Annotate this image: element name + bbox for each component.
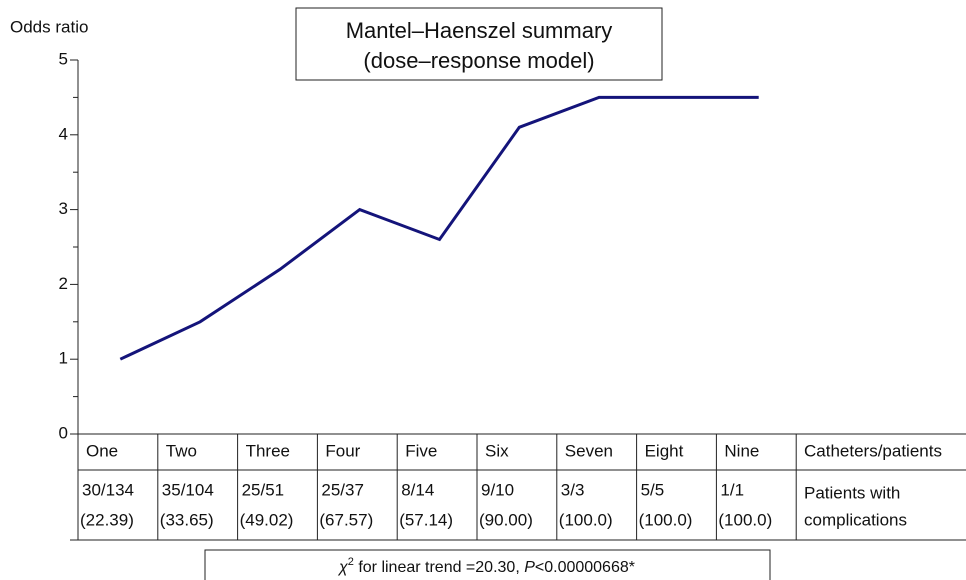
row-label: complications [804, 510, 907, 529]
percent: (100.0) [559, 510, 613, 529]
footnote: χ2 for linear trend =20.30, P<0.00000668… [337, 556, 635, 576]
title-box [295, 7, 663, 81]
percent: (100.0) [718, 510, 772, 529]
y-tick-label: 0 [59, 423, 68, 442]
count: 1/1 [720, 480, 744, 499]
count: 5/5 [641, 480, 665, 499]
count: 35/104 [162, 480, 214, 499]
percent: (49.02) [240, 510, 294, 529]
row-label: Patients with [804, 483, 900, 502]
footnote-part: for linear trend =20.30, [354, 559, 524, 576]
count: 9/10 [481, 480, 514, 499]
count: 3/3 [561, 480, 585, 499]
x-tick-label: Six [485, 441, 509, 460]
count: 8/14 [401, 480, 434, 499]
chart-title: Mantel–Haenszel summary [346, 18, 613, 43]
count: 25/51 [242, 480, 285, 499]
footnote-part: 2 [348, 556, 354, 568]
percent: (100.0) [639, 510, 693, 529]
x-tick-label: Five [405, 441, 437, 460]
x-tick-label: Eight [645, 441, 684, 460]
y-tick-label: 2 [59, 274, 68, 293]
percent: (33.65) [160, 510, 214, 529]
y-tick-label: 3 [59, 199, 68, 218]
percent: (90.00) [479, 510, 533, 529]
header-label: Catheters/patients [804, 441, 942, 460]
x-tick-label: Two [166, 441, 197, 460]
footnote-part: <0.00000668* [535, 559, 635, 576]
footnote-part: χ [337, 559, 348, 576]
y-tick-label: 4 [59, 124, 68, 143]
x-tick-label: One [86, 441, 118, 460]
y-tick-label: 1 [59, 349, 68, 368]
y-axis-label: Odds ratio [10, 17, 88, 36]
footnote-part: P [524, 559, 535, 576]
data-line [119, 95, 759, 361]
y-tick-label: 5 [59, 49, 68, 68]
x-tick-label: Seven [565, 441, 613, 460]
count: 25/37 [321, 480, 364, 499]
x-tick-label: Three [246, 441, 290, 460]
percent: (22.39) [80, 510, 134, 529]
footnote-box [204, 549, 771, 580]
count: 30/134 [82, 480, 134, 499]
x-tick-label: Nine [724, 441, 759, 460]
chart-title: (dose–response model) [363, 48, 594, 73]
x-tick-label: Four [325, 441, 360, 460]
percent: (57.14) [399, 510, 453, 529]
percent: (67.57) [319, 510, 373, 529]
